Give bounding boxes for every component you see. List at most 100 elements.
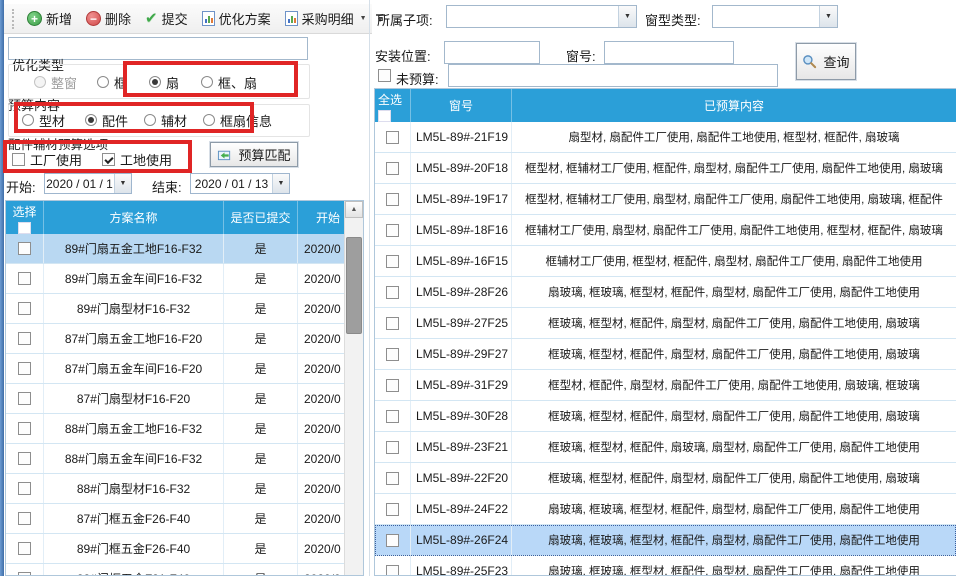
window-table-row[interactable]: LM5L-89#-18F16 框辅材工厂使用, 扇型材, 扇配件工厂使用, 扇配件… (375, 215, 956, 246)
opt-type-frame-sash[interactable]: 框、扇 (201, 73, 257, 92)
plan-table-row[interactable]: 87#门扇五金工地F16-F20 是 2020/0 (6, 324, 363, 354)
row-checkbox[interactable] (18, 512, 31, 525)
submit-button[interactable]: ✔ 提交 (140, 7, 193, 30)
plan-table-row[interactable]: 88#门扇五金车间F16-F32 是 2020/0 (6, 444, 363, 474)
chevron-down-icon[interactable]: ▼ (272, 174, 289, 193)
toolbar-overflow-button[interactable]: ▼ (375, 13, 385, 24)
chevron-down-icon[interactable]: ▼ (618, 6, 636, 27)
plan-table-row[interactable]: 87#门框五金F26-F40 是 2020/0 (6, 504, 363, 534)
scrollbar-thumb[interactable] (346, 237, 362, 334)
plan-table-row[interactable]: 89#门扇型材F16-F32 是 2020/0 (6, 294, 363, 324)
row-checkbox[interactable] (386, 285, 399, 299)
plan-table-scrollbar[interactable]: ▲ (344, 201, 363, 575)
window-table-row[interactable]: LM5L-89#-27F25 框玻璃, 框型材, 框配件, 扇型材, 扇配件工厂使… (375, 308, 956, 339)
row-checkbox[interactable] (386, 192, 399, 206)
window-table-row[interactable]: LM5L-89#-31F29 框型材, 框配件, 扇型材, 扇配件工厂使用, 扇配… (375, 370, 956, 401)
window-table-row[interactable]: LM5L-89#-21F19 扇型材, 扇配件工厂使用, 扇配件工地使用, 框型材… (375, 122, 956, 153)
row-checkbox[interactable] (386, 254, 399, 268)
row-checkbox[interactable] (18, 422, 31, 435)
window-no-column-header[interactable]: 窗号 (411, 89, 512, 122)
factory-use-option[interactable]: 工厂使用 (12, 150, 82, 169)
window-table-row[interactable]: LM5L-89#-16F15 框辅材工厂使用, 框型材, 框配件, 扇型材, 扇配… (375, 246, 956, 277)
budget-profile[interactable]: 型材 (22, 111, 65, 130)
no-budget-input[interactable] (448, 64, 778, 87)
plan-table-row[interactable]: 89#门扇五金车间F16-F32 是 2020/0 (6, 264, 363, 294)
window-type-select[interactable]: ▼ (712, 5, 838, 28)
window-table-row[interactable]: LM5L-89#-29F27 框玻璃, 框型材, 框配件, 扇型材, 扇配件工厂使… (375, 339, 956, 370)
budget-accessory[interactable]: 配件 (85, 111, 128, 130)
chevron-down-icon[interactable]: ▼ (114, 174, 131, 193)
window-table-row[interactable]: LM5L-89#-26F24 扇玻璃, 框玻璃, 框型材, 框配件, 扇型材, 扇… (375, 525, 956, 556)
row-checkbox[interactable] (18, 362, 31, 375)
row-checkbox[interactable] (18, 392, 31, 405)
row-checkbox[interactable] (18, 572, 31, 575)
start-column-header[interactable]: 开始 (298, 201, 346, 234)
radio-sash[interactable] (149, 76, 162, 88)
budget-frame-sash-info[interactable]: 框扇信息 (203, 111, 272, 130)
row-checkbox[interactable] (386, 347, 399, 361)
site-use-checkbox[interactable] (102, 152, 116, 166)
panel-divider[interactable] (369, 0, 370, 576)
budget-match-button[interactable]: 预算匹配 (210, 142, 298, 167)
install-position-input[interactable] (444, 41, 540, 64)
window-table-row[interactable]: LM5L-89#-19F17 框型材, 框辅材工厂使用, 扇型材, 扇配件工厂使用… (375, 184, 956, 215)
plan-table-row[interactable]: 89#门框五金F26-F40 是 2020/0 (6, 534, 363, 564)
plan-filter-input[interactable] (8, 37, 308, 60)
plan-table-row[interactable]: 87#门扇五金车间F16-F20 是 2020/0 (6, 354, 363, 384)
window-table-row[interactable]: LM5L-89#-28F26 扇玻璃, 框玻璃, 框型材, 框配件, 扇型材, 扇… (375, 277, 956, 308)
scroll-up-icon[interactable]: ▲ (345, 201, 363, 218)
plan-table-row[interactable]: 89#门扇五金工地F16-F32 是 2020/0 (6, 234, 363, 264)
optimization-plan-button[interactable]: 优化方案 (197, 7, 276, 30)
select-all-checkbox[interactable] (378, 110, 391, 122)
radio-whole-window[interactable] (34, 76, 46, 88)
row-checkbox[interactable] (18, 332, 31, 345)
window-table-row[interactable]: LM5L-89#-25F23 扇玻璃, 框玻璃, 框型材, 框配件, 扇型材, 扇… (375, 556, 956, 575)
row-checkbox[interactable] (386, 471, 399, 485)
row-checkbox[interactable] (386, 223, 399, 237)
no-budget-checkbox[interactable] (378, 69, 391, 82)
row-checkbox[interactable] (18, 302, 31, 315)
row-checkbox[interactable] (386, 161, 399, 175)
budgeted-content-column-header[interactable]: 已预算内容 (512, 89, 956, 122)
plan-table-row[interactable]: 88#门扇五金工地F16-F32 是 2020/0 (6, 414, 363, 444)
submitted-column-header[interactable]: 是否已提交 (224, 201, 298, 234)
purchase-detail-button[interactable]: 采购明细 ▼ (280, 7, 372, 30)
row-checkbox[interactable] (18, 242, 31, 255)
site-use-option[interactable]: 工地使用 (102, 150, 172, 169)
opt-type-sash[interactable]: 扇 (149, 73, 179, 92)
row-checkbox[interactable] (386, 440, 399, 454)
window-table-row[interactable]: LM5L-89#-23F21 框玻璃, 框型材, 框配件, 扇玻璃, 扇型材, 扇… (375, 432, 956, 463)
row-checkbox[interactable] (18, 452, 31, 465)
radio-frame[interactable] (97, 76, 110, 88)
window-table-row[interactable]: LM5L-89#-22F20 框玻璃, 框型材, 框配件, 扇型材, 扇配件工厂使… (375, 463, 956, 494)
budget-auxiliary[interactable]: 辅材 (144, 111, 187, 130)
row-checkbox[interactable] (18, 272, 31, 285)
row-checkbox[interactable] (386, 409, 399, 423)
select-all-checkbox[interactable] (18, 222, 31, 234)
window-table-row[interactable]: LM5L-89#-20F18 框型材, 框辅材工厂使用, 框配件, 扇型材, 扇配… (375, 153, 956, 184)
window-table-row[interactable]: LM5L-89#-24F22 扇玻璃, 框玻璃, 框型材, 框配件, 扇型材, 扇… (375, 494, 956, 525)
radio-accessory[interactable] (85, 114, 98, 126)
window-table-row[interactable]: LM5L-89#-30F28 框玻璃, 框型材, 框配件, 扇型材, 扇配件工厂使… (375, 401, 956, 432)
delete-button[interactable]: − 删除 (81, 7, 136, 30)
row-checkbox[interactable] (386, 533, 399, 547)
sub-item-select[interactable]: ▼ (446, 5, 637, 28)
plan-table-row[interactable]: 88#门扇型材F16-F32 是 2020/0 (6, 474, 363, 504)
opt-type-whole-window[interactable]: 整窗 (34, 73, 77, 92)
start-date-picker[interactable]: 2020 / 01 / 1 ▼ (44, 173, 132, 194)
row-checkbox[interactable] (18, 542, 31, 555)
factory-use-checkbox[interactable] (12, 152, 25, 166)
row-checkbox[interactable] (386, 316, 399, 330)
plan-table-row[interactable]: 87#门扇型材F16-F20 是 2020/0 (6, 384, 363, 414)
radio-frame-sash[interactable] (201, 76, 214, 88)
chevron-down-icon[interactable]: ▼ (819, 6, 837, 27)
window-no-input[interactable] (604, 41, 734, 64)
add-button[interactable]: + 新增 (22, 7, 77, 30)
radio-profile[interactable] (22, 114, 34, 126)
opt-type-frame[interactable]: 框 (97, 73, 127, 92)
query-button[interactable]: 查询 (796, 43, 856, 80)
toolbar-grip[interactable] (12, 8, 14, 29)
row-checkbox[interactable] (386, 130, 399, 144)
radio-frame-sash-info[interactable] (203, 114, 216, 126)
